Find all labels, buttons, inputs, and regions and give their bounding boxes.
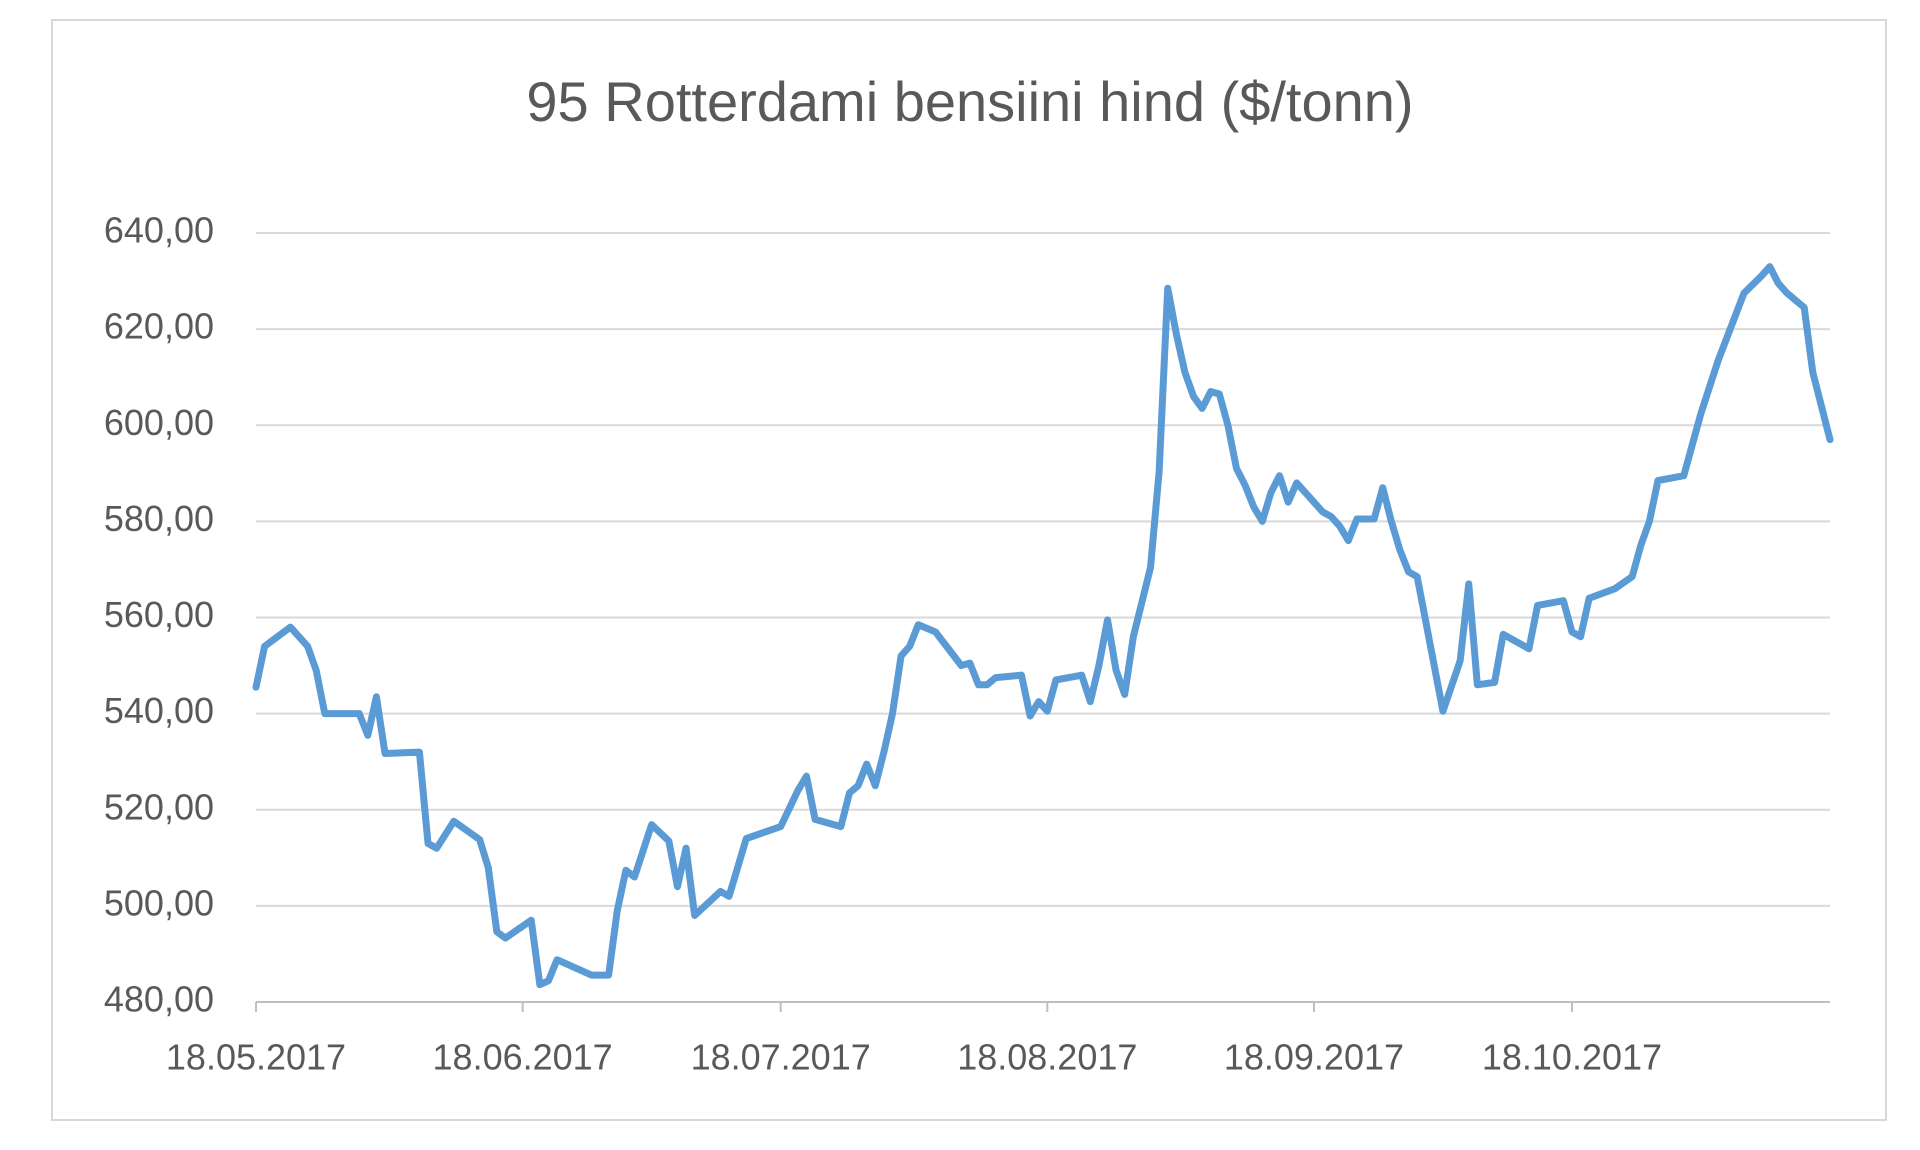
x-tick-label: 18.09.2017 (1224, 1037, 1404, 1078)
chart-frame (51, 19, 1887, 1121)
y-tick-label: 540,00 (104, 690, 214, 731)
price-line (252, 263, 1834, 989)
x-tick-label: 18.06.2017 (433, 1037, 613, 1078)
chart-title: 95 Rotterdami bensiini hind ($/tonn) (526, 70, 1413, 133)
x-tick-label: 18.10.2017 (1482, 1037, 1662, 1078)
y-tick-label: 480,00 (104, 979, 214, 1020)
y-tick-label: 560,00 (104, 594, 214, 635)
y-tick-label: 520,00 (104, 786, 214, 827)
y-tick-label: 620,00 (104, 306, 214, 347)
x-tick-label: 18.07.2017 (691, 1037, 871, 1078)
y-tick-label: 500,00 (104, 882, 214, 923)
x-tick-label: 18.08.2017 (957, 1037, 1137, 1078)
x-tick-label: 18.05.2017 (166, 1037, 346, 1078)
y-tick-label: 600,00 (104, 402, 214, 443)
y-tick-label: 640,00 (104, 210, 214, 251)
y-tick-label: 580,00 (104, 498, 214, 539)
